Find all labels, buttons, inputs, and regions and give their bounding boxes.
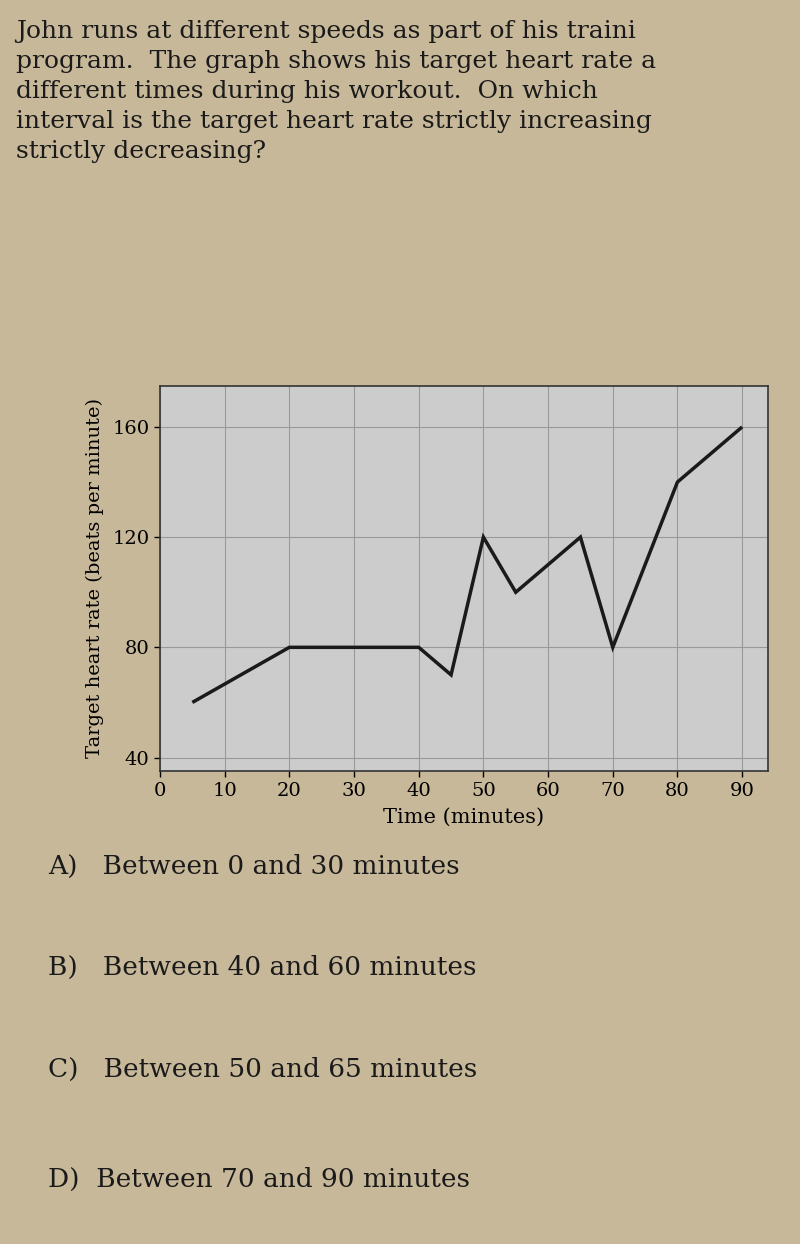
Y-axis label: Target heart rate (beats per minute): Target heart rate (beats per minute) bbox=[86, 398, 104, 759]
Text: B)   Between 40 and 60 minutes: B) Between 40 and 60 minutes bbox=[48, 955, 477, 980]
Text: D)  Between 70 and 90 minutes: D) Between 70 and 90 minutes bbox=[48, 1167, 470, 1192]
X-axis label: Time (minutes): Time (minutes) bbox=[383, 809, 545, 827]
Text: John runs at different speeds as part of his traini
program.  The graph shows hi: John runs at different speeds as part of… bbox=[16, 20, 656, 163]
Text: C)   Between 50 and 65 minutes: C) Between 50 and 65 minutes bbox=[48, 1056, 478, 1081]
Text: A)   Between 0 and 30 minutes: A) Between 0 and 30 minutes bbox=[48, 855, 460, 880]
